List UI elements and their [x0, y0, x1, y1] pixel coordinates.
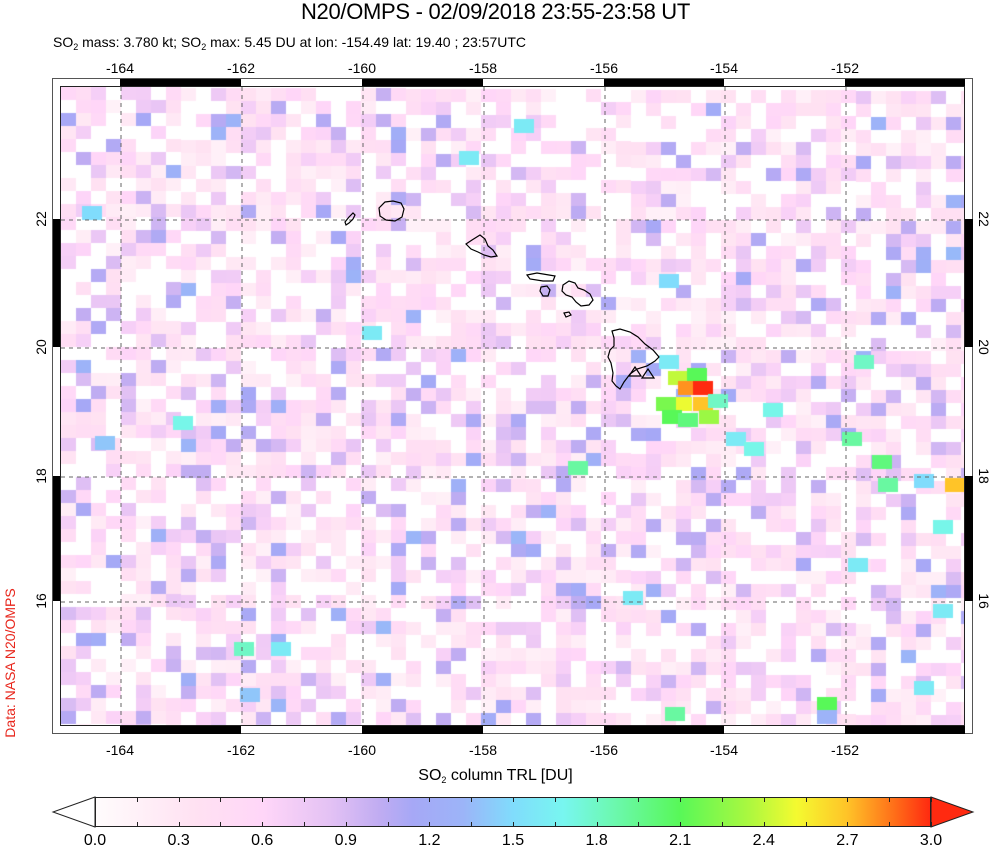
- volcano-triangle-icon: [627, 365, 643, 377]
- lon-tick-top: -158: [468, 60, 498, 76]
- colorbar-tick-label: 1.8: [585, 832, 608, 849]
- island-kauai: [378, 200, 405, 222]
- so2-pixel-field: [61, 87, 964, 725]
- island-lanai: [539, 285, 551, 297]
- bottom-axis-bar: [845, 726, 965, 734]
- colorbar-tick-label: 0.6: [251, 832, 274, 849]
- lon-tick-bottom: -164: [105, 742, 135, 758]
- lon-tick-bottom: -154: [709, 742, 739, 758]
- lon-tick-bottom: -156: [589, 742, 619, 758]
- colorbar-label-subscript: 2: [441, 775, 447, 785]
- chart-subtitle: SO2 mass: 3.780 kt; SO2 max: 5.45 DU at …: [53, 34, 526, 55]
- colorbar-label-text: column TRL [DU]: [446, 767, 573, 784]
- island-maui: [561, 280, 594, 307]
- colorbar-max-arrow: [930, 796, 975, 828]
- lon-tick-bottom: -152: [830, 742, 860, 758]
- bottom-axis-bar: [120, 726, 241, 734]
- top-axis-bar: [362, 79, 483, 86]
- subtitle-text: max: 5.45 DU at lon: -154.49 lat: 19.40 …: [206, 34, 527, 50]
- lon-tick-top: -162: [226, 60, 256, 76]
- island-niihau: [344, 212, 356, 226]
- colorbar-tick-label: 1.2: [418, 832, 441, 849]
- left-axis-bar: [53, 219, 60, 347]
- colorbar-tick-label: 2.1: [669, 832, 692, 849]
- map-frame: [52, 78, 973, 734]
- so2-map: [60, 86, 965, 726]
- bottom-axis-bar: [604, 726, 724, 734]
- island-molokai: [525, 272, 556, 282]
- map-overlay: [61, 87, 964, 725]
- colorbar-tick-label: 1.5: [501, 832, 525, 849]
- subtitle-text: mass: 3.780 kt; SO: [78, 34, 202, 50]
- subtitle-text: SO: [53, 34, 74, 50]
- colorbar-tick-label: 2.7: [836, 832, 859, 849]
- right-axis-bar: [965, 476, 973, 601]
- island-hawaii: [607, 328, 660, 390]
- volcano-triangle-icon: [640, 367, 656, 379]
- colorbar-label-text: SO: [418, 767, 442, 784]
- top-axis-bar: [604, 79, 724, 86]
- lon-tick-top: -164: [105, 60, 135, 76]
- top-axis-bar: [120, 79, 241, 86]
- lon-tick-top: -154: [709, 60, 739, 76]
- island-kahoolawe: [563, 311, 572, 318]
- subtitle-subscript: 2: [201, 42, 207, 52]
- lon-tick-bottom: -158: [468, 742, 498, 758]
- colorbar-label: SO2 column TRL [DU]: [0, 767, 991, 785]
- graticule: [61, 87, 964, 725]
- lon-tick-bottom: -162: [226, 742, 256, 758]
- right-axis-bar: [965, 219, 973, 347]
- lon-tick-bottom: -160: [347, 742, 377, 758]
- colorbar-tick-label: 0.9: [334, 832, 357, 849]
- lon-tick-top: -156: [589, 60, 619, 76]
- top-axis-bar: [845, 79, 965, 86]
- island-oahu: [465, 234, 499, 258]
- volcano-markers: [627, 365, 656, 379]
- lon-tick-top: -160: [347, 60, 377, 76]
- lon-tick-top: -152: [830, 60, 860, 76]
- subtitle-subscript: 2: [73, 42, 79, 52]
- colorbar-tick-label: 2.4: [752, 832, 775, 849]
- colorbar-tick-label: 3.0: [919, 832, 943, 849]
- colorbar-tick-label: 0.3: [167, 832, 190, 849]
- colorbar-min-arrow: [51, 796, 96, 828]
- left-axis-bar: [53, 476, 60, 601]
- bottom-axis-bar: [362, 726, 483, 734]
- colorbar: [95, 797, 931, 827]
- coastlines: [344, 200, 660, 390]
- colorbar-tick-label: 0.0: [83, 832, 107, 849]
- chart-title: N20/OMPS - 02/09/2018 23:55-23:58 UT: [300, 0, 691, 24]
